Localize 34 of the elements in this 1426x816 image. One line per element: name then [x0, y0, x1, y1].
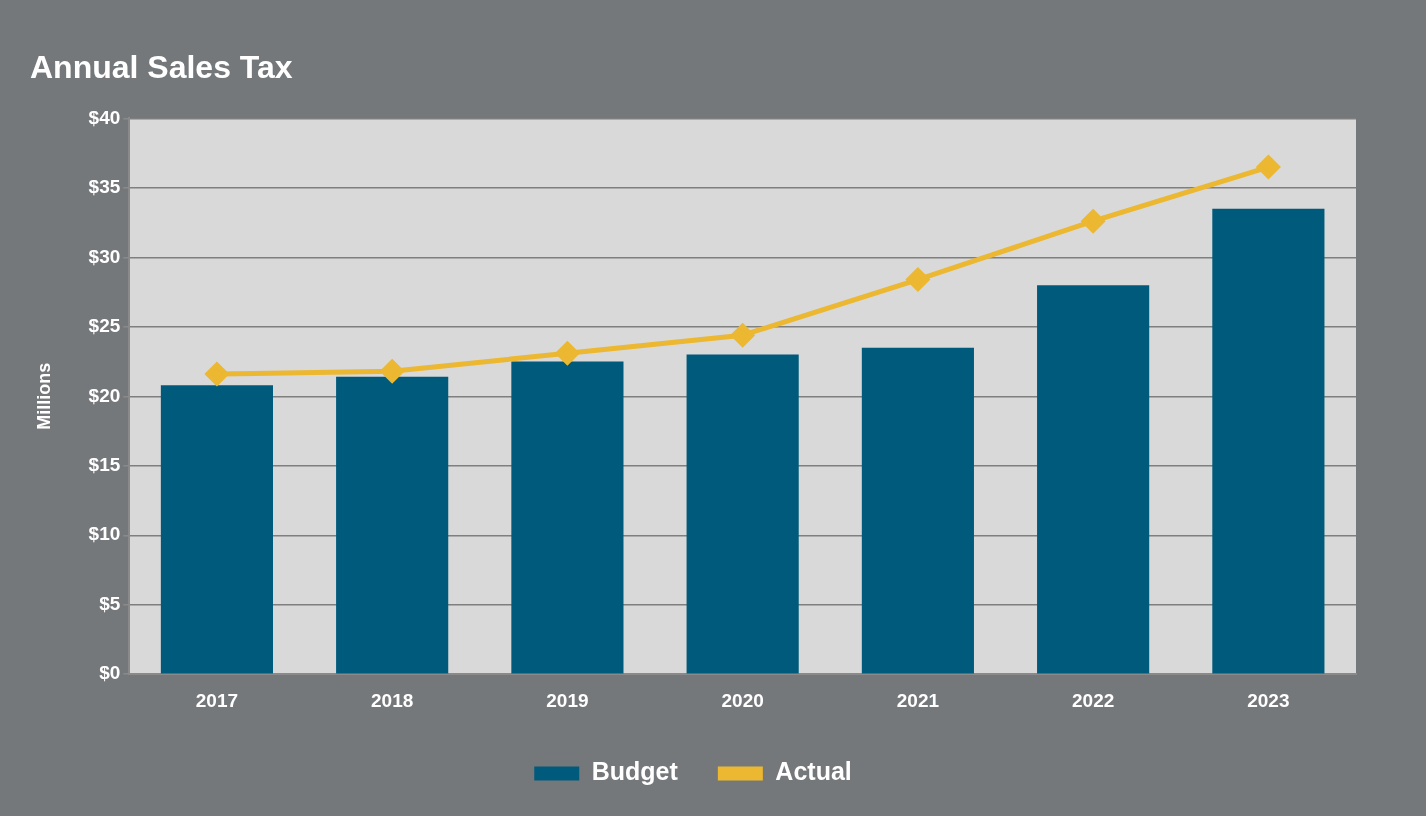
y-tick-label: $20	[88, 384, 121, 406]
y-axis-title: Millions	[33, 362, 54, 430]
point	[380, 359, 404, 383]
bar	[686, 354, 799, 674]
y-tick-label: $10	[88, 523, 121, 545]
y-tick-label: $40	[88, 106, 121, 128]
bar	[336, 376, 449, 674]
point	[205, 362, 229, 386]
x-tick-label: 2021	[896, 689, 940, 711]
y-tick-label: $35	[88, 176, 121, 198]
x-tick-label: 2018	[371, 689, 414, 711]
point	[1081, 209, 1105, 233]
bar	[160, 385, 273, 674]
point	[555, 341, 579, 365]
point	[731, 323, 755, 347]
y-tick-label: $25	[88, 315, 121, 337]
y-tick-label: $15	[88, 454, 121, 476]
x-tick-label: 2019	[546, 689, 589, 711]
chart-title: Annual Sales Tax	[30, 49, 293, 86]
y-tick-label: $5	[99, 592, 121, 614]
point	[906, 268, 930, 292]
y-tick-label: $30	[88, 245, 121, 267]
x-tick-label: 2023	[1247, 689, 1290, 711]
y-tick-label: $0	[99, 662, 121, 684]
x-tick-label: 2022	[1072, 689, 1115, 711]
bar	[1037, 285, 1150, 674]
legend-label: Budget	[591, 757, 679, 786]
x-tick-label: 2017	[195, 689, 239, 711]
bar	[861, 347, 974, 674]
legend-label: Actual	[775, 757, 852, 786]
x-tick-label: 2020	[721, 689, 764, 711]
point	[1256, 155, 1280, 179]
bar	[1212, 208, 1325, 674]
bar	[511, 361, 624, 674]
